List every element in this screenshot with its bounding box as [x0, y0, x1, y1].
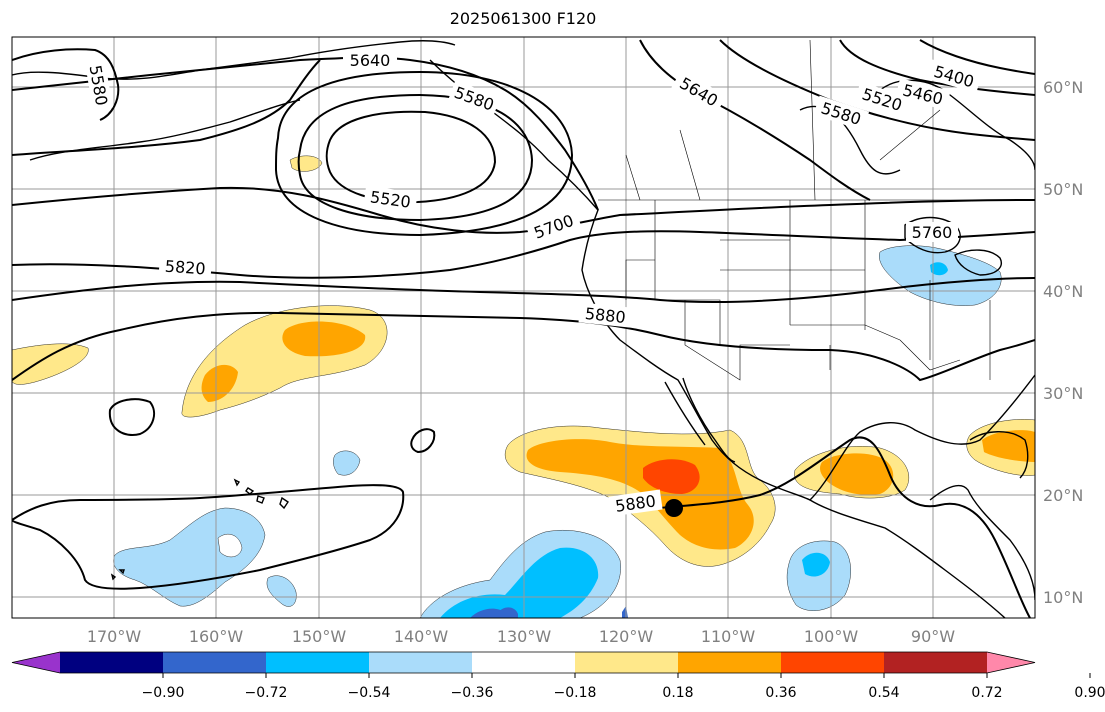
contour-label: 5460 — [895, 78, 951, 111]
lon-label: 160°W — [189, 627, 244, 646]
colorbar-segment — [60, 652, 164, 673]
colorbar-tick-label: −0.72 — [245, 685, 288, 701]
svg-text:5880: 5880 — [584, 304, 626, 327]
lat-label: 20°N — [1043, 486, 1083, 505]
lon-label: 110°W — [701, 627, 756, 646]
colorbar-outline — [11, 651, 1036, 674]
lon-label: 150°W — [292, 627, 347, 646]
lon-label: 130°W — [497, 627, 552, 646]
longitude-labels: 170°W 160°W 150°W 140°W 130°W 120°W 110°… — [87, 627, 955, 646]
cyclone-center-marker — [665, 499, 683, 517]
colorbar-tick-label: 0.18 — [662, 685, 693, 701]
contour-label: 5880 — [578, 302, 633, 328]
colorbar-segment — [884, 652, 988, 673]
colorbar-segments — [11, 651, 1036, 674]
lat-label: 50°N — [1043, 180, 1083, 199]
lon-label: 120°W — [599, 627, 654, 646]
colorbar-segment — [266, 652, 370, 673]
svg-text:5760: 5760 — [912, 223, 953, 242]
lon-label: 140°W — [394, 627, 449, 646]
state-borders — [598, 39, 1035, 381]
lon-label: 170°W — [87, 627, 142, 646]
colorbar-ticks: −0.90 −0.72 −0.54 −0.36 −0.18 0.18 0.36 0.54 0.7… — [142, 673, 1105, 701]
lat-label: 40°N — [1043, 282, 1083, 301]
lat-label: 30°N — [1043, 384, 1083, 403]
contour-label: 5820 — [158, 255, 212, 279]
colorbar-tick-label: −0.90 — [142, 685, 185, 701]
contour-labels: 5640 5580 5580 5520 5700 5820 — [84, 50, 982, 517]
lat-label: 60°N — [1043, 78, 1083, 97]
contour-label: 5760 — [906, 222, 958, 242]
colorbar-tick-label: −0.54 — [348, 685, 391, 701]
colorbar-tick-label: 0.90 — [1074, 685, 1105, 701]
negative-anomaly-hawaii-south — [113, 507, 266, 607]
contour-label: 5520 — [363, 185, 418, 213]
colorbar-tick-label: −0.36 — [451, 685, 494, 701]
latitude-labels: 60°N 50°N 40°N 30°N 20°N 10°N — [1043, 78, 1083, 607]
colorbar-tick-label: 0.72 — [971, 685, 1002, 701]
lon-label: 90°W — [911, 627, 955, 646]
colorbar-extend-low — [12, 652, 60, 673]
contour-label: 5640 — [343, 50, 397, 70]
colorbar-segment — [163, 652, 267, 673]
map-title: 2025061300 F120 — [449, 9, 597, 28]
lon-label: 100°W — [804, 627, 859, 646]
colorbar-segment — [472, 652, 576, 673]
svg-text:5820: 5820 — [164, 257, 206, 279]
svg-text:5640: 5640 — [350, 51, 391, 70]
anomaly-shading — [12, 155, 1035, 618]
map-frame — [11, 36, 1036, 619]
colorbar: −0.90 −0.72 −0.54 −0.36 −0.18 0.18 0.36 0.54 0.7… — [11, 651, 1105, 701]
colorbar-segment — [575, 652, 679, 673]
map-panel: 5640 5580 5580 5520 5700 5820 — [12, 37, 1035, 618]
lat-label: 10°N — [1043, 588, 1083, 607]
colorbar-segment — [781, 652, 885, 673]
colorbar-segment — [678, 652, 782, 673]
colorbar-tick-label: −0.18 — [554, 685, 597, 701]
colorbar-tick-label: 0.54 — [868, 685, 899, 701]
colorbar-tick-label: 0.36 — [765, 685, 796, 701]
colorbar-segment — [369, 652, 473, 673]
colorbar-extend-high — [987, 652, 1035, 673]
